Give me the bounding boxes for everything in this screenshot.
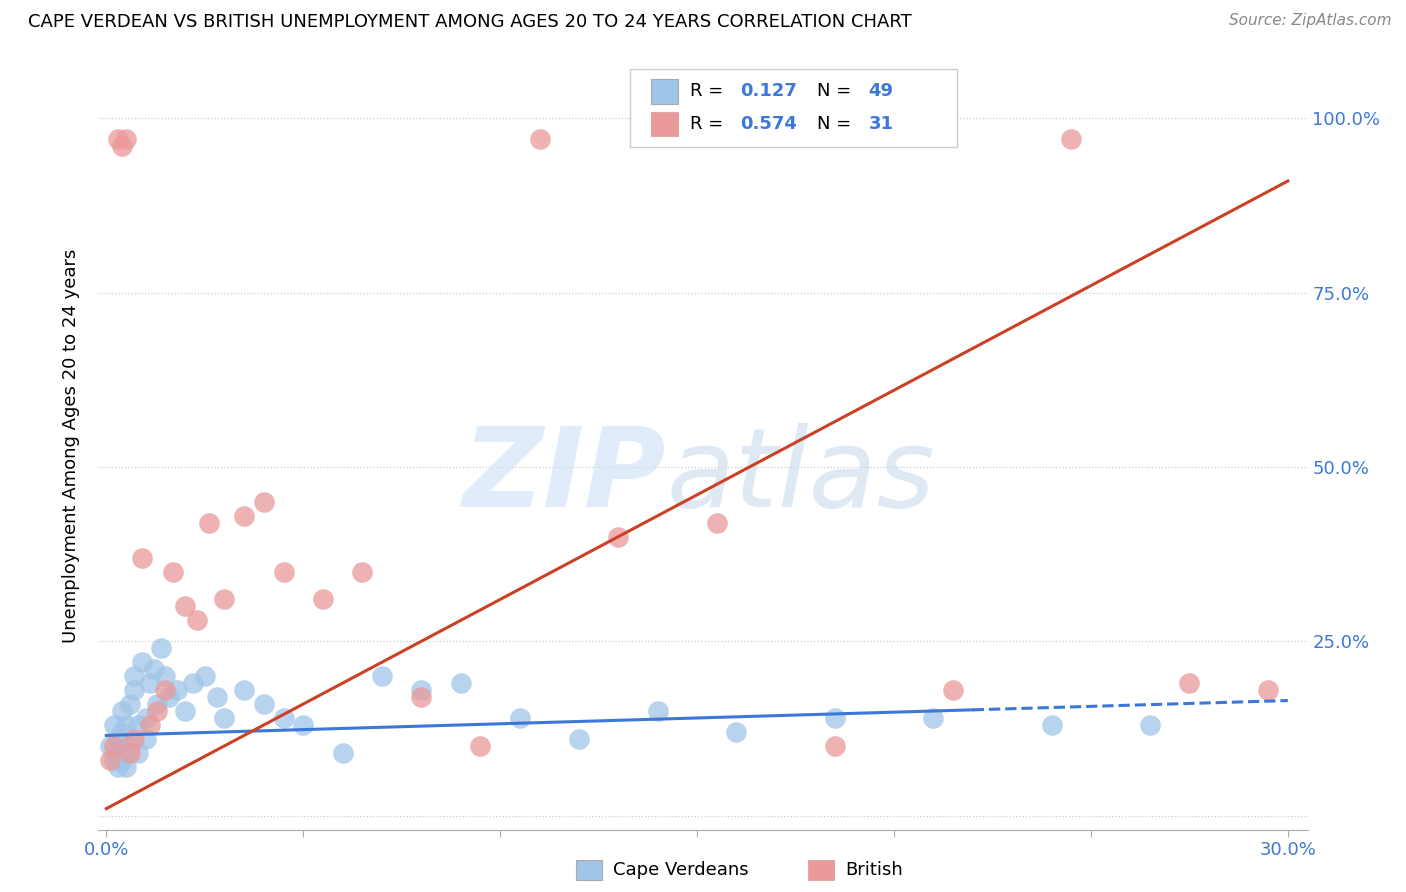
Bar	[651, 112, 678, 136]
Point	[115, 132, 138, 146]
Point	[411, 690, 433, 704]
Point	[107, 731, 129, 746]
Point	[194, 669, 217, 683]
Point	[107, 132, 129, 146]
Point	[150, 641, 173, 656]
Point	[824, 711, 846, 725]
Point	[411, 683, 433, 698]
Point	[107, 760, 129, 774]
Point	[607, 530, 630, 544]
Text: 0.127: 0.127	[741, 82, 797, 101]
Point	[1060, 132, 1083, 146]
Point	[111, 139, 134, 153]
Point	[205, 690, 228, 704]
Text: British: British	[845, 861, 903, 879]
Point	[103, 753, 125, 767]
Point	[115, 718, 138, 732]
Point	[197, 516, 219, 530]
Point	[706, 516, 728, 530]
Point	[131, 655, 153, 669]
Bar	[651, 79, 678, 103]
Point	[135, 711, 157, 725]
Point	[111, 753, 134, 767]
Point	[725, 725, 748, 739]
Point	[118, 697, 141, 711]
Text: N =: N =	[817, 82, 856, 101]
Point	[273, 711, 295, 725]
Point	[115, 760, 138, 774]
Text: R =: R =	[690, 115, 728, 133]
Point	[118, 739, 141, 753]
Point	[166, 683, 188, 698]
Point	[142, 662, 165, 676]
Point	[138, 718, 160, 732]
Text: 0.574: 0.574	[741, 115, 797, 133]
Point	[103, 739, 125, 753]
Point	[529, 132, 551, 146]
Point	[155, 683, 177, 698]
Point	[162, 565, 184, 579]
Point	[273, 565, 295, 579]
Point	[135, 731, 157, 746]
Point	[942, 683, 965, 698]
Point	[509, 711, 531, 725]
Point	[103, 718, 125, 732]
Text: R =: R =	[690, 82, 728, 101]
Point	[450, 676, 472, 690]
Point	[111, 725, 134, 739]
Point	[1139, 718, 1161, 732]
Point	[122, 683, 145, 698]
Point	[127, 746, 149, 760]
Point	[174, 599, 197, 614]
Point	[98, 753, 121, 767]
Point	[352, 565, 374, 579]
Point	[568, 731, 591, 746]
Point	[157, 690, 180, 704]
Point	[292, 718, 315, 732]
Point	[146, 704, 169, 718]
Point	[647, 704, 669, 718]
Point	[332, 746, 354, 760]
Point	[155, 669, 177, 683]
Point	[98, 739, 121, 753]
Point	[214, 711, 236, 725]
Point	[186, 613, 208, 627]
Point	[127, 718, 149, 732]
Point	[253, 697, 276, 711]
Point	[174, 704, 197, 718]
Point	[214, 592, 236, 607]
Point	[371, 669, 394, 683]
Text: ZIP: ZIP	[463, 423, 666, 530]
Point	[312, 592, 335, 607]
Point	[138, 676, 160, 690]
Point	[233, 508, 256, 523]
Text: Cape Verdeans: Cape Verdeans	[613, 861, 748, 879]
Text: N =: N =	[817, 115, 856, 133]
Point	[111, 704, 134, 718]
Text: 31: 31	[869, 115, 894, 133]
Point	[115, 746, 138, 760]
Point	[146, 697, 169, 711]
Point	[1257, 683, 1279, 698]
Point	[181, 676, 204, 690]
Text: Source: ZipAtlas.com: Source: ZipAtlas.com	[1229, 13, 1392, 29]
FancyBboxPatch shape	[630, 69, 957, 147]
Y-axis label: Unemployment Among Ages 20 to 24 years: Unemployment Among Ages 20 to 24 years	[62, 249, 80, 643]
Text: 49: 49	[869, 82, 894, 101]
Text: atlas: atlas	[666, 423, 935, 530]
Point	[122, 731, 145, 746]
Point	[131, 550, 153, 565]
Point	[470, 739, 492, 753]
Point	[824, 739, 846, 753]
Point	[922, 711, 945, 725]
Text: CAPE VERDEAN VS BRITISH UNEMPLOYMENT AMONG AGES 20 TO 24 YEARS CORRELATION CHART: CAPE VERDEAN VS BRITISH UNEMPLOYMENT AMO…	[28, 13, 912, 31]
Point	[1178, 676, 1201, 690]
Point	[233, 683, 256, 698]
Point	[1040, 718, 1063, 732]
Point	[118, 746, 141, 760]
Point	[253, 495, 276, 509]
Point	[107, 746, 129, 760]
Point	[122, 669, 145, 683]
